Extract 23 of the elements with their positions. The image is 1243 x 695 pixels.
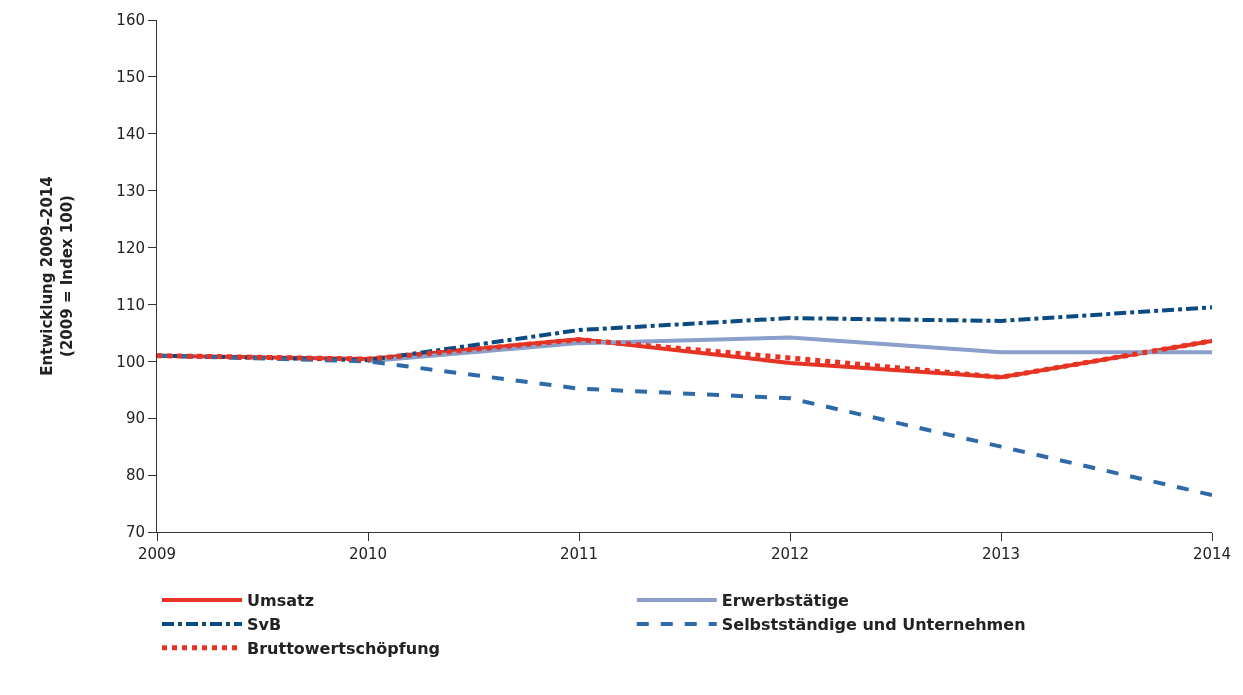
y-tick-label: 80 [125, 466, 145, 485]
y-tick-label: 90 [125, 409, 145, 428]
y-tick-label: 140 [116, 125, 145, 144]
legend-label: Bruttowertschöpfung [247, 638, 440, 658]
x-tick-label: 2013 [981, 545, 1021, 563]
legend-label: Erwerbstätige [721, 591, 850, 611]
y-tick-label: 70 [125, 523, 145, 542]
x-tick-label: 2014 [1192, 545, 1232, 563]
y-tick-label: 150 [116, 68, 145, 87]
y-tick-label: 110 [116, 295, 145, 314]
x-tick-label: 2012 [770, 545, 810, 563]
y-axis-title: Entwicklung 2009–2014 (2009 = Index 100) [38, 176, 76, 376]
legend-label: SvB [247, 615, 282, 635]
x-tick-label: 2010 [348, 545, 388, 563]
line-series [366, 335, 1212, 364]
x-tick-label: 2009 [137, 545, 177, 563]
x-tick-label: 2011 [559, 545, 599, 563]
y-tick-label: 130 [116, 181, 145, 200]
legend-label: Selbstständige und Unternehmen [721, 615, 1026, 635]
y-tick-label: 160 [116, 11, 145, 30]
y-tick-label: 100 [116, 352, 145, 371]
y-tick-label: 120 [116, 238, 145, 257]
legend-label: Umsatz [247, 591, 314, 611]
